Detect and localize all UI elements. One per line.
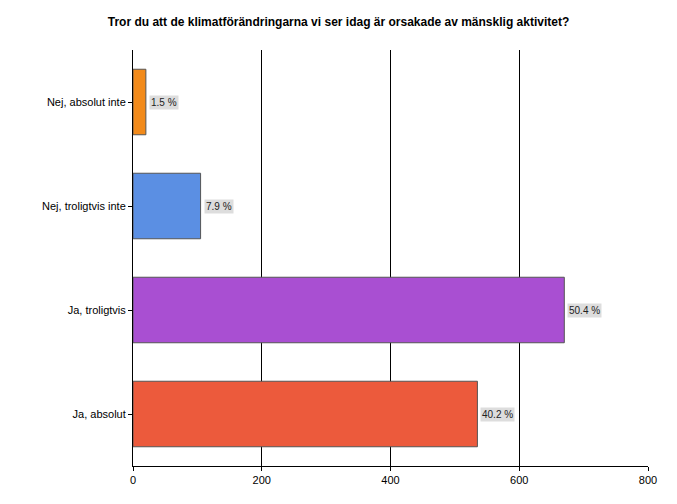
svg-text:Nej, absolut inte: Nej, absolut inte — [47, 96, 126, 108]
svg-text:1.5 %: 1.5 % — [151, 97, 177, 108]
svg-text:800: 800 — [639, 474, 657, 486]
svg-text:Ja, troligtvis: Ja, troligtvis — [68, 304, 127, 316]
svg-text:7.9 %: 7.9 % — [206, 201, 232, 212]
svg-text:50.4 %: 50.4 % — [569, 305, 600, 316]
svg-text:Tror du att de klimatförändrin: Tror du att de klimatförändringarna vi s… — [108, 15, 569, 29]
svg-text:Nej, troligtvis inte: Nej, troligtvis inte — [42, 200, 126, 212]
svg-text:200: 200 — [253, 474, 271, 486]
svg-text:0: 0 — [130, 474, 136, 486]
svg-text:40.2 %: 40.2 % — [482, 409, 513, 420]
svg-text:600: 600 — [510, 474, 528, 486]
svg-text:400: 400 — [381, 474, 399, 486]
svg-text:Ja, absolut: Ja, absolut — [73, 408, 126, 420]
